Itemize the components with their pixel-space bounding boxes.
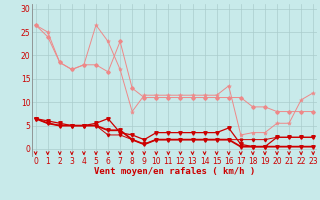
X-axis label: Vent moyen/en rafales ( km/h ): Vent moyen/en rafales ( km/h )	[94, 167, 255, 176]
